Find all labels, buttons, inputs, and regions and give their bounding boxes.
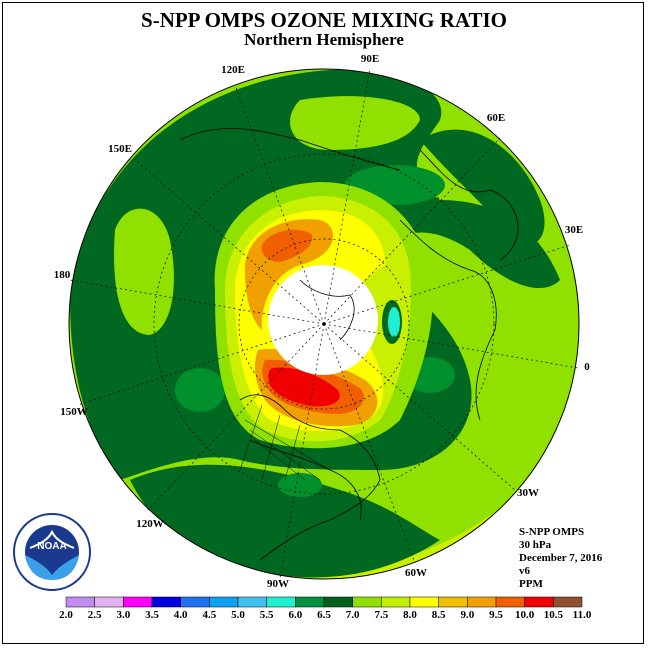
colorbar-swatch — [553, 596, 583, 608]
colorbar-tick-label: 10.5 — [544, 609, 564, 621]
polar-night-mask — [268, 265, 378, 375]
field-dark-green-ne — [420, 129, 545, 245]
lon-label-120e: 120E — [221, 64, 245, 76]
field-light-lobe-west — [114, 208, 174, 335]
lon-label-60e: 60E — [487, 112, 505, 124]
ozone-field — [69, 69, 579, 579]
lon-label-30w: 30W — [517, 487, 539, 499]
colorbar-swatch — [237, 596, 267, 608]
colorbar-tick-label: 11.0 — [573, 609, 592, 621]
graticule — [69, 68, 579, 579]
na-borders — [239, 404, 331, 481]
colorbar-swatch — [352, 596, 382, 608]
colorbar-tick-label: 5.0 — [231, 609, 245, 621]
colorbar-swatch — [65, 596, 95, 608]
colorbar-swatch — [209, 596, 239, 608]
colorbar-tick-label: 8.5 — [432, 609, 446, 621]
field-cyan — [388, 307, 400, 337]
lon-label-180: 180 — [54, 269, 71, 281]
noaa-logo: NOAA — [13, 513, 91, 591]
map-title: S-NPP OMPS OZONE MIXING RATIO — [141, 8, 507, 32]
colorbar-swatch — [295, 596, 325, 608]
info-level: 30 hPa — [519, 539, 552, 551]
lon-label-0: 0 — [584, 361, 590, 373]
lon-label-90w: 90W — [267, 578, 289, 590]
colorbar-tick-label: 6.0 — [288, 609, 302, 621]
colorbar-swatch — [323, 596, 353, 608]
lon-label-150e: 150E — [108, 143, 132, 155]
noaa-logo-text: NOAA — [37, 541, 66, 552]
colorbar-tick-label: 4.5 — [202, 609, 216, 621]
colorbar-tick-label: 8.0 — [403, 609, 417, 621]
lon-label-60w: 60W — [405, 567, 427, 579]
info-units: PPM — [519, 578, 543, 590]
colorbar-swatch — [266, 596, 296, 608]
colorbar-tick-label: 5.5 — [260, 609, 274, 621]
field-light-lobe-north — [290, 96, 420, 150]
colorbar: 2.0 2.5 3.0 3.5 4.0 4.5 5.0 5.5 6.0 6.5 7.0 7.5 8.0 8… — [59, 596, 592, 621]
field-red — [268, 367, 340, 407]
colorbar-tick-label: 7.0 — [346, 609, 360, 621]
colorbar-swatch — [180, 596, 210, 608]
colorbar-tick-label: 10.0 — [515, 609, 535, 621]
info-date: December 7, 2016 — [519, 552, 603, 564]
field-dark-green-south — [130, 464, 440, 578]
info-version: v6 — [519, 565, 530, 577]
colorbar-tick-label: 7.5 — [374, 609, 388, 621]
colorbar-tick-label: 9.5 — [489, 609, 503, 621]
colorbar-swatch — [123, 596, 153, 608]
lon-label-90e: 90E — [361, 53, 379, 65]
map-subtitle: Northern Hemisphere — [244, 30, 404, 49]
colorbar-swatch — [94, 596, 124, 608]
map-boundary — [68, 68, 580, 580]
colorbar-tick-label: 9.0 — [460, 609, 474, 621]
colorbar-tick-label: 3.5 — [145, 609, 159, 621]
colorbar-swatch — [381, 596, 411, 608]
colorbar-tick-label: 3.0 — [116, 609, 130, 621]
lon-label-150w: 150W — [60, 406, 88, 418]
field-mid-green-s — [278, 473, 322, 497]
colorbar-swatch — [524, 596, 554, 608]
colorbar-tick-label: 2.5 — [88, 609, 102, 621]
field-mid-green-w — [175, 368, 225, 412]
colorbar-swatch — [495, 596, 525, 608]
colorbar-tick-label: 4.0 — [174, 609, 188, 621]
colorbar-tick-label: 6.5 — [317, 609, 331, 621]
lon-label-30e: 30E — [565, 224, 583, 236]
colorbar-swatch — [467, 596, 497, 608]
lon-label-120w: 120W — [136, 518, 164, 530]
info-instrument: S-NPP OMPS — [519, 526, 585, 538]
colorbar-swatch — [151, 596, 181, 608]
colorbar-swatch — [409, 596, 439, 608]
colorbar-swatch — [438, 596, 468, 608]
field-dark-orange-n — [261, 229, 313, 262]
colorbar-tick-label: 2.0 — [59, 609, 73, 621]
